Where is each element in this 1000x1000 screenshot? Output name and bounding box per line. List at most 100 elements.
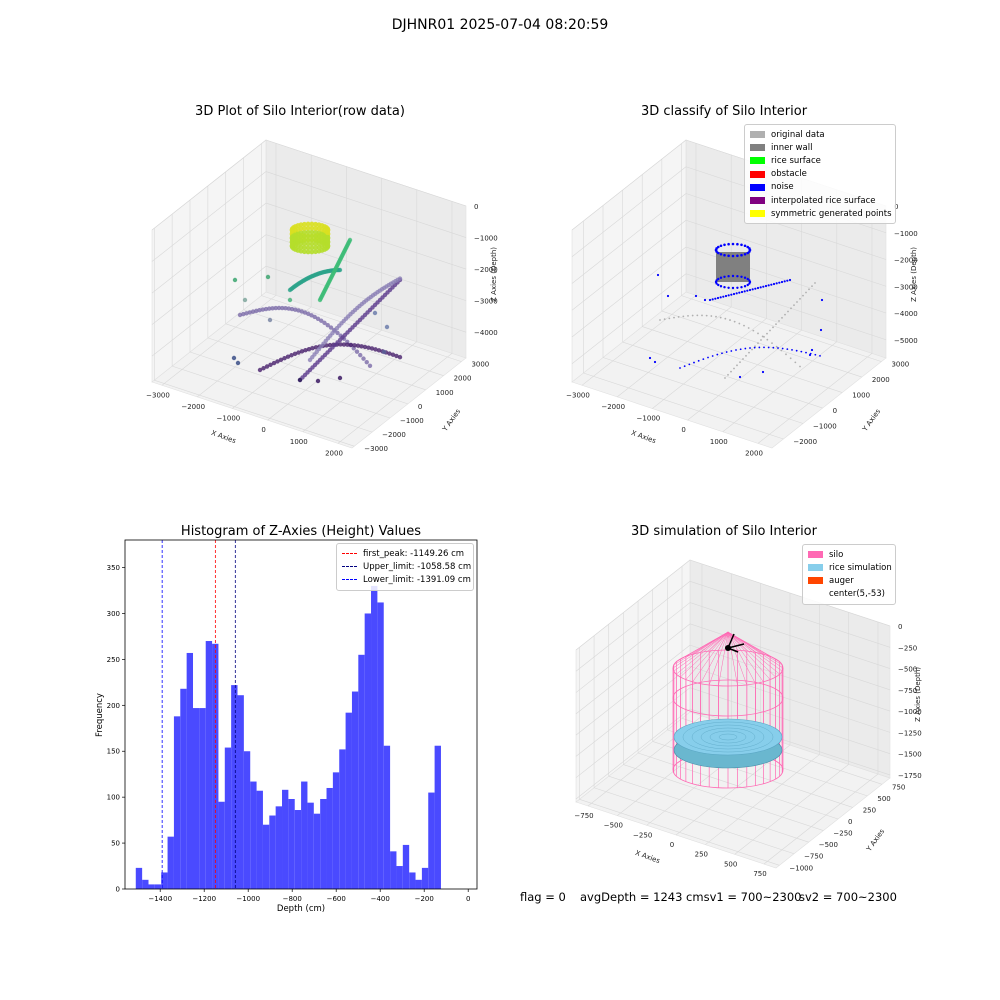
histogram-chart: −1400 −1200 −1000 −800 −600 −400 −200 0 0 50 100 1… [95,539,478,914]
data-point [328,325,334,330]
data-point [309,245,315,251]
data-point [309,313,314,318]
x-axis-label: X Axies [210,429,237,445]
grid-line [575,687,691,778]
data-point [297,377,303,383]
silo-wire-roof [685,631,729,657]
noise-point [748,247,751,250]
noise-point [716,245,720,249]
data-point [292,351,298,357]
x-tick-label: −800 [283,895,302,903]
z-tick-label: −5000 [894,337,918,345]
grid-line [265,202,467,270]
legend-label: noise [771,182,794,193]
noise-point [731,274,735,278]
y-tick-label: −2000 [382,431,406,439]
data-point [278,357,284,363]
original-point [761,335,764,338]
x-tick-label: −2000 [601,403,625,411]
histogram-bar [428,792,435,889]
original-point [793,304,795,307]
legend-item-center: center(5,-53) [808,588,890,601]
simulation-plot-title: 3D simulation of Silo Interior [631,524,817,539]
grid-line [593,787,795,855]
z-tick-label: −1000 [474,235,498,243]
noise-point [775,282,778,285]
data-point [367,363,373,368]
grid-line [571,246,687,338]
noise-point [743,252,747,256]
rice-mesh-ring [709,730,747,744]
data-point [302,229,307,235]
noise-point [697,359,700,362]
histogram-bar [250,781,257,889]
silo-wire-roof [709,631,729,652]
data-point [285,354,291,359]
original-point [785,353,787,356]
y-tick-label: 0 [116,886,120,894]
histogram-bar [326,787,333,889]
grid-line [652,318,767,409]
grid-line [575,708,691,800]
data-point [394,353,399,359]
legend-swatch [750,197,765,205]
original-point [673,316,675,319]
data-point [305,221,311,227]
data-point [390,352,396,357]
noise-point [731,286,735,290]
noise-point [772,346,775,349]
legend-line-sample [342,579,357,581]
data-point [302,233,307,239]
legend-swatch [750,183,765,191]
data-point [347,237,353,243]
histogram-frame [124,539,478,890]
noise-point [810,348,814,352]
legend-label: first_peak: -1149.26 cm [363,548,465,559]
data-point [372,310,378,316]
data-point [337,267,343,273]
grid-line [575,581,691,672]
data-point [235,360,241,366]
silo-wire-roof [676,631,729,675]
noise-point [780,280,784,284]
histogram-bar [180,688,187,889]
data-point [358,352,363,358]
noise-point [740,285,743,289]
original-point [659,319,661,321]
histogram-bar [167,836,174,889]
histogram-bar [345,712,352,889]
x-tick-label: 1000 [710,438,728,446]
silo-wire-roof [727,631,764,682]
original-point [719,316,722,319]
original-point [730,370,732,373]
histogram-bar [186,652,194,889]
noise-point [717,283,720,287]
original-point [745,354,747,357]
data-point [271,360,277,366]
sv2-text: sv2 = 700~2300 [799,890,897,904]
z-tick-label: −1000 [894,230,918,238]
histogram-bar [301,781,308,889]
histogram-bar [313,813,321,889]
data-point [315,316,321,321]
noise-point [740,290,744,294]
legend-item-auger: auger [808,574,890,587]
grid-line [642,326,843,393]
histogram-bar [332,772,340,889]
y-tick-label: −3000 [364,445,388,453]
silo-simulation [672,631,784,789]
grid-line [608,775,809,843]
grid-line [734,764,849,855]
original-point [757,342,759,345]
x-tick-label: −200 [415,895,434,903]
legend-item-upper-limit: Upper_limit: -1058.58 cm [342,560,471,573]
data-point [289,353,294,358]
x-tick-label: 0 [670,841,674,849]
y-tick-label: −2000 [793,438,817,446]
silo-wire-roof [718,631,729,686]
original-point [794,361,797,364]
noise-point [767,346,770,349]
data-point [325,234,331,240]
noise-point [736,275,739,278]
original-point [784,313,786,316]
